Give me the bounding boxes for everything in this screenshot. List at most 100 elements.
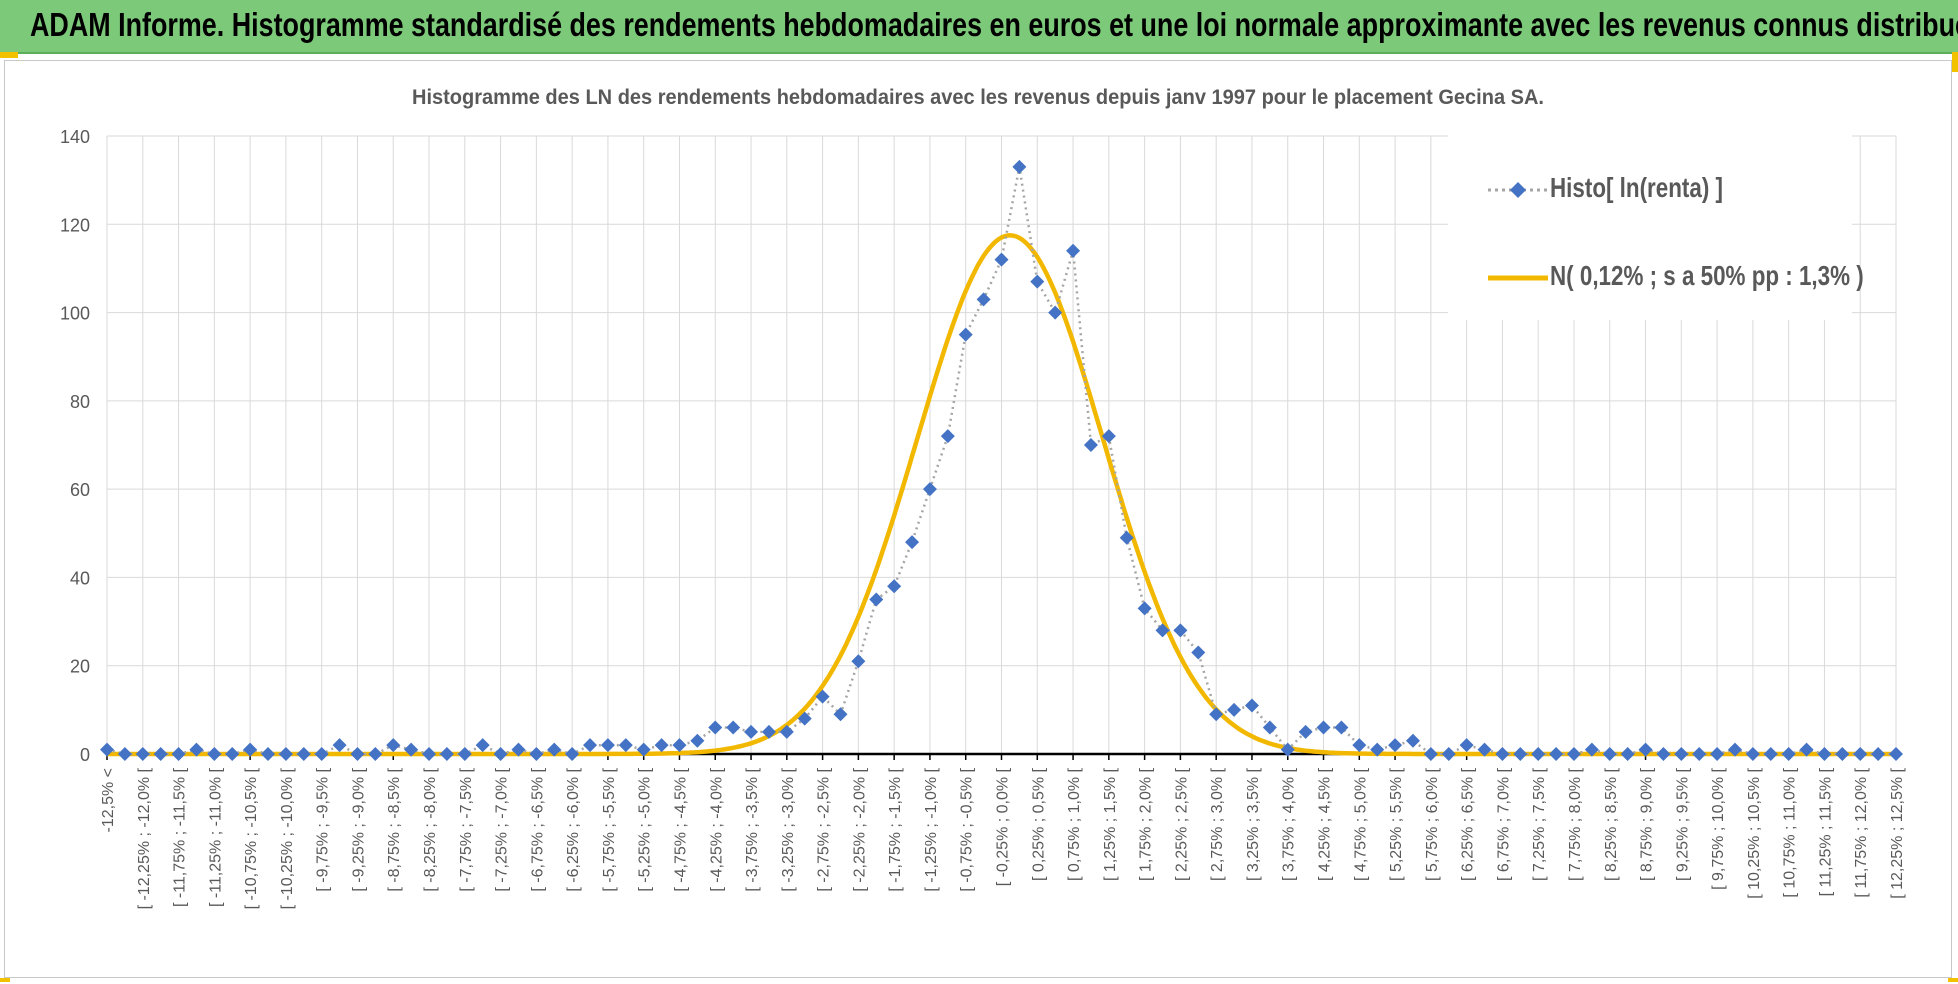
histogram-point bbox=[1048, 305, 1063, 320]
histogram-point bbox=[1459, 738, 1474, 753]
x-tick-label: [ 4,25% ; 4,5% [ bbox=[1317, 767, 1334, 881]
histogram-point bbox=[869, 592, 884, 607]
x-tick-label: [ 6,75% ; 7,0% [ bbox=[1495, 767, 1512, 881]
x-tick-label: [ -10,25% ; -10,0% [ bbox=[279, 767, 296, 909]
histogram-point bbox=[1710, 747, 1725, 761]
y-tick-label: 140 bbox=[60, 127, 90, 147]
histogram-point bbox=[1495, 747, 1510, 761]
x-tick-label: [ 5,75% ; 6,0% [ bbox=[1424, 767, 1441, 881]
histogram-point bbox=[1423, 747, 1438, 761]
histogram-point bbox=[1441, 747, 1456, 761]
histogram-point bbox=[332, 738, 347, 753]
y-tick-label: 80 bbox=[70, 392, 90, 412]
x-tick-label: [ 10,25% ; 10,5% [ bbox=[1746, 767, 1763, 898]
histogram-point bbox=[940, 429, 955, 444]
footer-accent-left bbox=[0, 978, 10, 982]
histogram-point bbox=[565, 747, 580, 761]
histogram-point bbox=[833, 707, 848, 722]
histogram-point bbox=[1101, 429, 1116, 444]
histogram-point bbox=[1549, 747, 1564, 761]
x-tick-label: [ 10,75% ; 11,0% [ bbox=[1782, 767, 1799, 897]
histogram-point bbox=[261, 747, 276, 761]
histogram-point bbox=[1656, 747, 1671, 761]
histogram-point bbox=[1012, 159, 1027, 174]
histogram-point bbox=[1835, 747, 1850, 761]
x-tick-label: [ 1,75% ; 2,0% [ bbox=[1138, 767, 1155, 881]
histogram-series bbox=[100, 159, 1903, 761]
histogram-point bbox=[1692, 747, 1707, 761]
x-tick-label: [ -7,25% ; -7,0% [ bbox=[494, 767, 511, 891]
normal-curve-line bbox=[107, 233, 1896, 757]
histogram-point bbox=[350, 747, 365, 761]
histogram-point bbox=[511, 742, 526, 757]
histogram-point bbox=[1638, 742, 1653, 757]
legend: Histo[ ln(renta) ] N( 0,12% ; s a 50% pp… bbox=[1448, 130, 1864, 320]
histogram-point bbox=[1602, 747, 1617, 761]
x-tick-label: [ -2,25% ; -2,0% [ bbox=[851, 767, 868, 891]
x-tick-label: [ 0,75% ; 1,0% [ bbox=[1066, 767, 1083, 881]
footer-accent-right bbox=[1948, 978, 1958, 982]
x-tick-label: [ -10,75% ; -10,5% [ bbox=[243, 767, 260, 909]
x-tick-label: [ 12,25% ; 12,5% [ bbox=[1889, 767, 1906, 898]
histogram-chart: Histogramme des LN des rendements hebdom… bbox=[60, 86, 1906, 909]
histogram-point bbox=[726, 720, 741, 735]
x-tick-label: -12,5% < bbox=[100, 768, 117, 832]
histogram-point bbox=[1280, 742, 1295, 757]
histogram-point bbox=[851, 654, 866, 669]
x-tick-label: [ 5,25% ; 5,5% [ bbox=[1388, 767, 1405, 881]
histogram-point bbox=[207, 747, 222, 761]
histogram-point bbox=[1853, 747, 1868, 761]
histogram-point bbox=[583, 738, 598, 753]
histogram-point bbox=[386, 738, 401, 753]
histogram-point bbox=[153, 747, 168, 761]
banner-accent-right bbox=[1952, 52, 1958, 72]
histogram-point bbox=[1191, 645, 1206, 660]
x-tick-label: [ -1,75% ; -1,5% [ bbox=[887, 767, 904, 891]
x-tick-label: [ -11,75% ; -11,5% [ bbox=[172, 767, 189, 907]
histogram-point bbox=[243, 742, 258, 757]
banner-title: ADAM Informe. Histogramme standardisé de… bbox=[30, 6, 1958, 43]
histogram-point bbox=[1388, 738, 1403, 753]
histogram-point bbox=[1137, 601, 1152, 616]
gridlines bbox=[106, 135, 1897, 754]
histogram-point bbox=[1334, 720, 1349, 735]
histogram-point bbox=[1674, 747, 1689, 761]
histogram-point bbox=[1477, 742, 1492, 757]
x-tick-label: [ 11,25% ; 11,5% [ bbox=[1817, 767, 1834, 896]
histogram-point bbox=[994, 252, 1009, 267]
histogram-point bbox=[529, 747, 544, 761]
histogram-point bbox=[976, 292, 991, 307]
x-tick-label: [ 9,75% ; 10,0% [ bbox=[1710, 767, 1727, 889]
x-tick-label: [ 9,25% ; 9,5% [ bbox=[1674, 767, 1691, 881]
x-tick-label: [ -6,75% ; -6,5% [ bbox=[529, 767, 546, 891]
histogram-point bbox=[815, 689, 830, 704]
x-tick-label: [ 2,75% ; 3,0% [ bbox=[1209, 767, 1226, 881]
x-tick-label: [ 4,75% ; 5,0% [ bbox=[1352, 767, 1369, 881]
histogram-point bbox=[1155, 623, 1170, 638]
histogram-point bbox=[1763, 747, 1778, 761]
x-tick-label: [ 1,25% ; 1,5% [ bbox=[1102, 767, 1119, 881]
y-tick-label: 20 bbox=[70, 657, 90, 677]
histogram-point bbox=[600, 738, 615, 753]
chart-frame bbox=[4, 60, 1952, 978]
histogram-point bbox=[905, 535, 920, 550]
x-tick-label: [ -4,25% ; -4,0% [ bbox=[708, 767, 725, 891]
histogram-point bbox=[1405, 733, 1420, 748]
histogram-point bbox=[1173, 623, 1188, 638]
histogram-point bbox=[135, 747, 150, 761]
x-tick-label: [ -0,75% ; -0,5% [ bbox=[959, 767, 976, 891]
x-tick-label: [ -3,75% ; -3,5% [ bbox=[744, 767, 761, 891]
histogram-point bbox=[1370, 742, 1385, 757]
histogram-point bbox=[457, 747, 472, 761]
histogram-point bbox=[1781, 747, 1796, 761]
x-tick-label: [ 3,75% ; 4,0% [ bbox=[1281, 767, 1298, 881]
histogram-point bbox=[1889, 747, 1903, 761]
histogram-point bbox=[1513, 747, 1528, 761]
x-tick-label: [ -8,25% ; -8,0% [ bbox=[422, 767, 439, 891]
x-tick-label: [ -2,75% ; -2,5% [ bbox=[816, 767, 833, 891]
x-tick-label: [ 3,25% ; 3,5% [ bbox=[1245, 767, 1262, 881]
histogram-point bbox=[314, 747, 329, 761]
histogram-point bbox=[547, 742, 562, 757]
histogram-point bbox=[797, 711, 812, 726]
histogram-point bbox=[690, 733, 705, 748]
